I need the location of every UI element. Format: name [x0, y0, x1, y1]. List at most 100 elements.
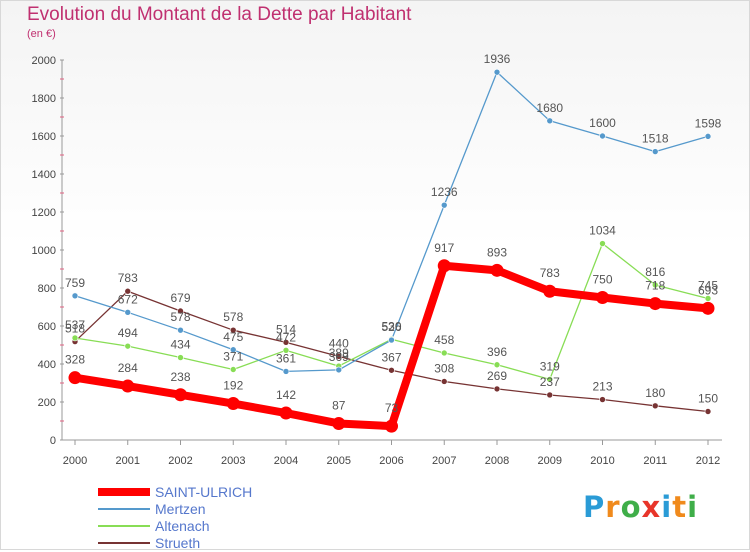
data-label: 1518 — [642, 132, 669, 146]
logo-letter: o — [620, 490, 642, 524]
data-point — [335, 353, 343, 360]
data-label: 328 — [65, 353, 85, 367]
data-label: 150 — [698, 392, 718, 406]
legend-label: Altenach — [155, 518, 210, 534]
data-label: 142 — [276, 388, 296, 402]
data-point — [599, 396, 606, 403]
data-label: 679 — [170, 291, 190, 305]
data-label: 514 — [276, 322, 296, 336]
data-point — [385, 419, 398, 433]
data-point — [332, 416, 346, 430]
data-label: 783 — [118, 271, 138, 285]
data-label: 578 — [223, 310, 243, 324]
y-tick-label: 600 — [38, 321, 56, 333]
legend-swatch — [98, 542, 150, 544]
x-tick-label: 2009 — [538, 455, 562, 467]
data-label: 816 — [645, 265, 665, 279]
data-label: 750 — [592, 273, 612, 287]
data-point — [437, 259, 451, 273]
data-point — [596, 291, 609, 304]
series-points — [68, 68, 715, 433]
data-label: 759 — [65, 276, 85, 290]
y-tick-label: 1200 — [32, 207, 56, 219]
data-label: 526 — [381, 320, 401, 334]
data-point — [124, 342, 132, 350]
data-labels: 518 783 679 578 514 440 367 308 269 237 213 180 150 5… — [65, 52, 722, 415]
data-point — [440, 349, 448, 357]
x-tick-label: 2001 — [116, 455, 140, 467]
data-point — [388, 336, 395, 344]
data-point — [651, 281, 659, 289]
data-point — [71, 334, 79, 342]
y-tick-label: 1800 — [32, 93, 56, 105]
proxiti-logo: Proxiti — [583, 490, 698, 524]
data-point — [282, 347, 290, 354]
data-label: 494 — [118, 326, 138, 340]
data-point — [490, 263, 504, 277]
data-point — [599, 240, 606, 247]
data-point — [229, 366, 237, 373]
chart-axes: 0 200 400 600 800 1000 1200 1400 1600 1800 2000 200… — [32, 55, 722, 467]
data-label: 530 — [381, 319, 401, 333]
data-label: 367 — [381, 350, 401, 364]
data-point — [177, 354, 184, 361]
data-label: 1236 — [431, 185, 458, 199]
data-point — [177, 326, 184, 334]
line-chart: 0 200 400 600 800 1000 1200 1400 1600 1800 2000 200… — [32, 52, 722, 467]
data-point — [651, 148, 659, 155]
data-point — [282, 339, 290, 346]
data-point — [493, 385, 501, 393]
data-label: 693 — [698, 283, 718, 297]
data-point — [124, 309, 132, 316]
y-tick-label: 400 — [38, 359, 56, 371]
data-point — [68, 371, 82, 385]
chart-unit: (en €) — [27, 28, 56, 40]
logo-letter: i — [661, 490, 673, 524]
data-label: 87 — [332, 398, 346, 412]
y-tick-label: 0 — [50, 435, 56, 447]
legend-swatch — [98, 508, 150, 510]
logo-letter: i — [687, 490, 699, 524]
data-label: 434 — [170, 338, 190, 352]
x-tick-label: 2005 — [327, 455, 351, 467]
data-label: 361 — [276, 351, 296, 365]
data-label: 180 — [645, 386, 665, 400]
data-point — [701, 301, 715, 315]
data-label: 238 — [170, 370, 190, 384]
data-point — [704, 408, 712, 415]
x-tick-label: 2012 — [696, 455, 720, 467]
data-label: 718 — [645, 279, 665, 293]
data-label: 518 — [65, 322, 85, 336]
data-label: 440 — [329, 336, 349, 350]
data-point — [543, 284, 557, 298]
data-label: 389 — [329, 346, 349, 360]
logo-letter: t — [672, 490, 688, 524]
data-label: 783 — [540, 266, 560, 280]
y-tick-label: 800 — [38, 283, 56, 295]
data-label: 371 — [223, 350, 243, 364]
data-point — [71, 292, 79, 300]
data-label: 893 — [487, 245, 507, 259]
data-point — [493, 361, 501, 369]
legend-label: Strueth — [155, 535, 201, 551]
y-tick-label: 1600 — [32, 131, 56, 143]
data-label: 1600 — [589, 116, 616, 130]
data-label: 308 — [434, 361, 454, 375]
data-label: 1680 — [536, 101, 563, 115]
data-point — [440, 201, 448, 209]
data-label: 672 — [118, 292, 138, 306]
data-label: 192 — [223, 379, 243, 393]
data-label: 917 — [434, 241, 454, 255]
data-label: 1034 — [589, 224, 616, 238]
logo-letter: P — [583, 490, 606, 524]
data-point — [124, 287, 132, 295]
data-point — [229, 346, 237, 354]
data-label: 472 — [276, 330, 296, 344]
data-label: 369 — [329, 350, 349, 364]
chart-title: Evolution du Montant de la Dette par Hab… — [27, 4, 412, 25]
x-tick-label: 2010 — [590, 455, 614, 467]
y-tick-label: 2000 — [32, 55, 56, 67]
legend-label: SAINT-ULRICH — [155, 484, 253, 500]
x-tick-label: 2006 — [379, 455, 403, 467]
